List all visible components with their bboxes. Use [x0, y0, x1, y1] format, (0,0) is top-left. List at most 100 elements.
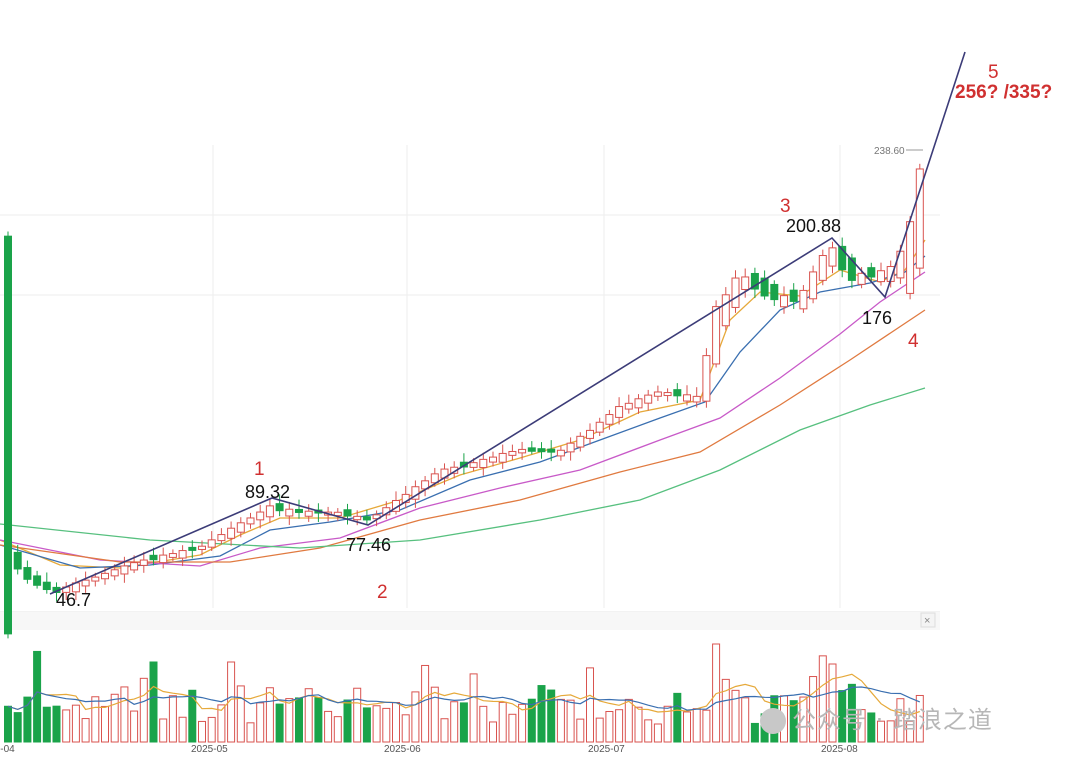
candle-body: [469, 462, 478, 468]
volume-bar: [372, 705, 381, 743]
volume-bar: [624, 698, 633, 743]
candle: [683, 385, 691, 406]
x-tick-4: 2025-08: [821, 744, 858, 755]
volume-bar: [382, 707, 391, 743]
volume-bar: [13, 712, 22, 743]
candle: [265, 497, 274, 523]
volume-bar: [809, 676, 818, 743]
candle: [295, 499, 303, 519]
candle: [799, 285, 808, 313]
volume-bar: [265, 687, 274, 743]
x-tick-0: 2025-04: [0, 744, 15, 755]
candle-body: [227, 527, 236, 539]
candle-body: [42, 581, 51, 591]
volume-bar: [42, 706, 51, 743]
volume-bar: [741, 697, 750, 743]
volume-header-bar: [0, 612, 940, 630]
candle-body: [489, 456, 497, 463]
candle: [33, 570, 42, 589]
volume-bar: [120, 686, 129, 743]
candle-body: [110, 569, 119, 577]
candle: [489, 451, 497, 467]
candle-body: [857, 272, 866, 285]
volume-bar: [867, 712, 876, 743]
candle: [566, 437, 575, 461]
candle: [401, 486, 410, 509]
candle-body: [750, 272, 759, 290]
candle-body: [139, 559, 148, 566]
volume-bar: [159, 718, 168, 743]
candle: [624, 394, 633, 414]
candle-body: [702, 355, 711, 402]
candle: [149, 547, 158, 566]
volume-bar: [489, 721, 497, 743]
max-price-marker: 238.60: [874, 146, 905, 157]
candle-body: [295, 508, 303, 513]
volume-bar: [673, 692, 682, 743]
pivot-label-low: 46.7: [56, 590, 91, 610]
candle: [459, 453, 468, 475]
candle: [663, 388, 672, 402]
candle: [440, 463, 449, 485]
candle: [217, 528, 226, 545]
candle-body: [81, 579, 90, 587]
volume-bar: [527, 698, 536, 743]
volume-close-button[interactable]: ×: [920, 612, 936, 628]
candle: [139, 551, 148, 573]
x-tick-2: 2025-06: [384, 744, 421, 755]
candle-body: [780, 295, 788, 308]
wave-label-5: 5: [988, 62, 999, 83]
candle-body: [547, 448, 556, 453]
volume-bar: [721, 678, 730, 743]
candle: [605, 409, 614, 430]
candle: [780, 286, 788, 314]
candle-body: [23, 567, 32, 580]
volume-bar: [139, 677, 148, 743]
volume-bar: [52, 705, 61, 743]
candle: [23, 560, 32, 584]
candle: [236, 517, 245, 538]
candle-body: [91, 576, 100, 582]
volume-bar: [149, 661, 158, 743]
volume-bar: [440, 718, 449, 743]
volume-bar: [644, 719, 653, 743]
candle: [828, 241, 837, 274]
candle: [168, 549, 177, 562]
candle: [702, 348, 711, 408]
candle: [712, 300, 721, 368]
watermark-logo-icon: [760, 708, 786, 734]
volume-bar: [459, 702, 468, 743]
candle-body: [4, 235, 12, 635]
volume-bar: [324, 710, 333, 743]
candle: [653, 385, 662, 401]
annotations: 1 2 3 4 5 256? /335? 46.7 89.32 77.46 20…: [56, 62, 1052, 610]
pivot-label-wave1: 89.32: [245, 482, 290, 502]
volume-bar: [799, 696, 808, 743]
candle-body: [915, 168, 924, 269]
candle-body: [178, 550, 187, 559]
candle: [246, 512, 255, 529]
candle-body: [285, 508, 294, 517]
volume-bar: [877, 720, 885, 743]
candle-body: [877, 270, 885, 283]
volume-bar: [285, 698, 294, 743]
candle: [4, 231, 12, 639]
volume-bar: [634, 706, 643, 743]
candle-body: [246, 517, 255, 525]
candle: [576, 432, 585, 452]
candle: [644, 389, 653, 411]
volume-bar: [421, 664, 430, 743]
candle: [508, 444, 517, 461]
volume-bar: [246, 722, 255, 743]
wave-label-2: 2: [377, 582, 388, 603]
candle-body: [527, 447, 536, 452]
candle: [304, 504, 313, 522]
volume-bar: [130, 710, 139, 743]
candle-body: [741, 276, 750, 290]
volume-bar: [731, 689, 740, 743]
candle: [867, 262, 876, 282]
candle: [847, 253, 856, 289]
candle-body: [275, 503, 284, 512]
